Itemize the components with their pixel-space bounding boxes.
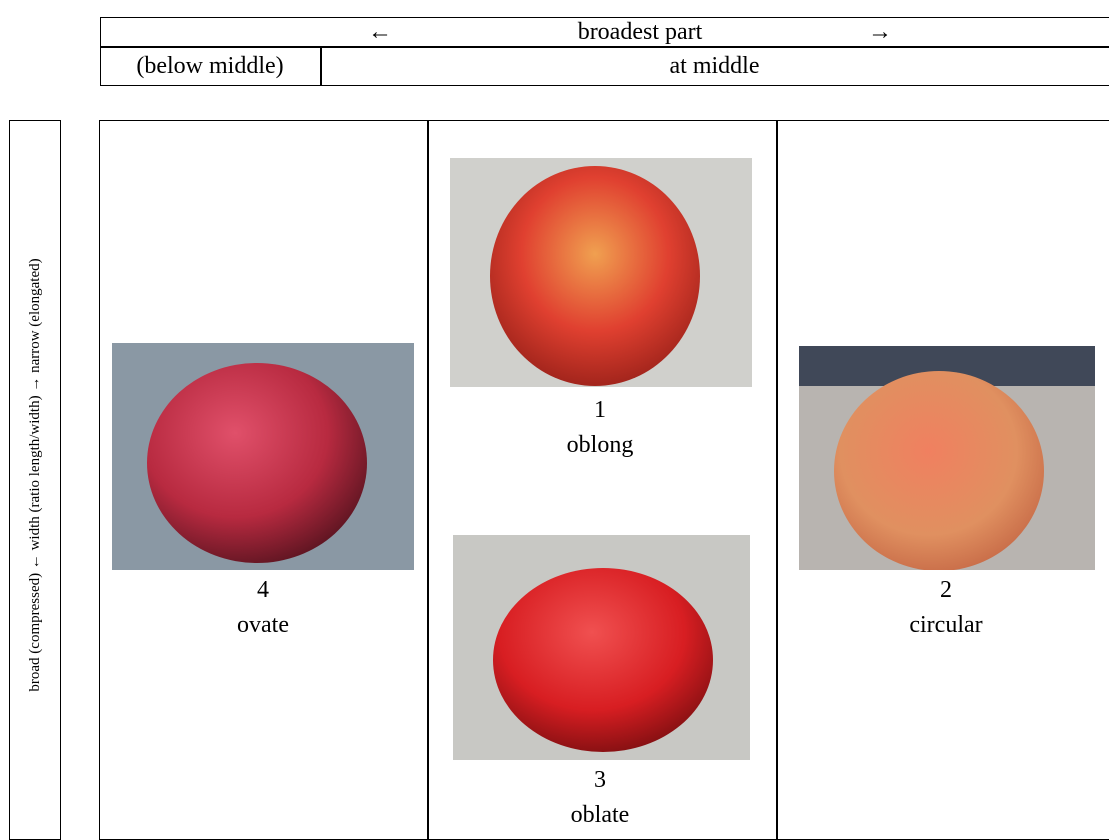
apple-photo	[453, 535, 750, 760]
header-cell: at middle	[669, 53, 760, 79]
item-number: 1	[594, 397, 606, 423]
header-row	[100, 17, 1109, 48]
item-number: 4	[257, 577, 269, 603]
item-name: oblong	[566, 432, 634, 458]
header-cell: (below middle)	[136, 53, 284, 79]
apple-photo	[112, 343, 414, 570]
apple-photo	[450, 158, 752, 387]
apple-photo	[799, 346, 1095, 570]
item-name: ovate	[237, 612, 289, 638]
divider	[776, 120, 778, 840]
header-row	[100, 46, 1109, 86]
header-title: broadest part	[577, 19, 703, 45]
item-number: 3	[594, 767, 606, 793]
divider	[427, 120, 429, 840]
side-label: broad (compressed) ← width (ratio length…	[27, 258, 43, 692]
item-name: circular	[909, 612, 983, 638]
item-name: oblate	[570, 802, 630, 828]
divider	[320, 46, 322, 86]
left-arrow: ←	[368, 19, 392, 45]
item-number: 2	[940, 577, 952, 603]
right-arrow: →	[868, 19, 892, 45]
